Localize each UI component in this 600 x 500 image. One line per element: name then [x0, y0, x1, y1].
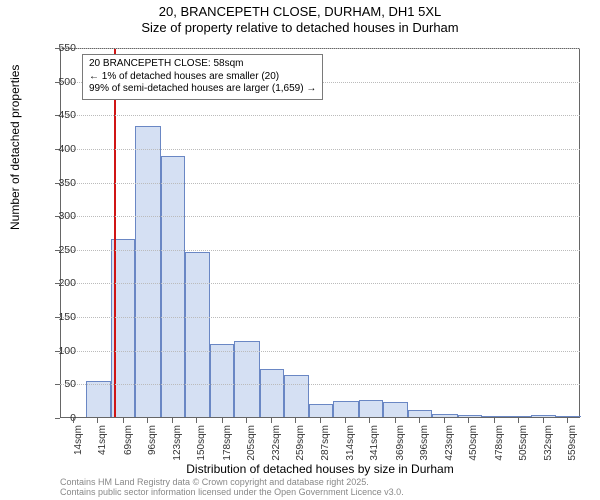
histogram-bar: [432, 414, 457, 417]
x-tick-label: 450sqm: [468, 425, 479, 465]
y-tick-label: 250: [44, 244, 76, 256]
y-tick-label: 550: [44, 42, 76, 54]
y-axis-label: Number of detached properties: [8, 65, 22, 230]
x-tick-mark: [543, 418, 544, 423]
x-tick-mark: [567, 418, 568, 423]
x-tick-mark: [320, 418, 321, 423]
x-tick-label: 232sqm: [271, 425, 282, 465]
histogram-bar: [507, 416, 532, 417]
gridline: [60, 317, 580, 318]
x-tick-label: 69sqm: [123, 425, 134, 465]
x-tick-label: 369sqm: [395, 425, 406, 465]
x-tick-mark: [222, 418, 223, 423]
histogram-bar: [482, 416, 507, 417]
x-tick-mark: [246, 418, 247, 423]
gridline: [60, 216, 580, 217]
y-tick-label: 450: [44, 109, 76, 121]
x-tick-mark: [196, 418, 197, 423]
x-tick-mark: [123, 418, 124, 423]
y-tick-label: 400: [44, 143, 76, 155]
gridline: [60, 115, 580, 116]
x-tick-label: 150sqm: [196, 425, 207, 465]
footer-attribution: Contains HM Land Registry data © Crown c…: [60, 478, 404, 498]
annotation-line-1: 20 BRANCEPETH CLOSE: 58sqm: [89, 58, 316, 71]
gridline: [60, 149, 580, 150]
title-line-1: 20, BRANCEPETH CLOSE, DURHAM, DH1 5XL: [0, 4, 600, 20]
histogram-bar: [185, 252, 210, 417]
histogram-bar: [161, 156, 186, 417]
x-tick-mark: [444, 418, 445, 423]
gridline: [60, 250, 580, 251]
y-tick-label: 350: [44, 177, 76, 189]
histogram-bar: [234, 341, 259, 417]
x-tick-label: 423sqm: [444, 425, 455, 465]
x-tick-label: 259sqm: [295, 425, 306, 465]
y-tick-label: 0: [44, 412, 76, 424]
title-line-2: Size of property relative to detached ho…: [0, 20, 600, 36]
histogram-plot-area: [60, 48, 580, 418]
gridline: [60, 48, 580, 49]
histogram-bar: [210, 344, 235, 417]
annotation-line-3: 99% of semi-detached houses are larger (…: [89, 83, 316, 96]
x-tick-mark: [518, 418, 519, 423]
x-tick-mark: [271, 418, 272, 423]
x-tick-label: 96sqm: [147, 425, 158, 465]
histogram-bar: [135, 126, 160, 417]
x-tick-label: 314sqm: [345, 425, 356, 465]
x-tick-mark: [419, 418, 420, 423]
histogram-bar: [86, 381, 111, 417]
x-tick-mark: [97, 418, 98, 423]
x-tick-mark: [295, 418, 296, 423]
y-tick-label: 50: [44, 378, 76, 390]
x-tick-label: 505sqm: [518, 425, 529, 465]
histogram-bar: [284, 375, 309, 417]
x-tick-label: 341sqm: [369, 425, 380, 465]
x-tick-mark: [147, 418, 148, 423]
y-tick-label: 200: [44, 277, 76, 289]
x-tick-label: 178sqm: [222, 425, 233, 465]
histogram-bar: [458, 415, 483, 417]
annotation-line-2: ← 1% of detached houses are smaller (20): [89, 71, 316, 84]
x-tick-mark: [73, 418, 74, 423]
histogram-bar: [408, 410, 433, 417]
histogram-bar: [260, 369, 285, 417]
x-tick-label: 396sqm: [419, 425, 430, 465]
y-tick-label: 300: [44, 210, 76, 222]
x-tick-label: 287sqm: [320, 425, 331, 465]
x-tick-mark: [172, 418, 173, 423]
histogram-bar: [383, 402, 408, 417]
x-tick-mark: [369, 418, 370, 423]
x-tick-label: 205sqm: [246, 425, 257, 465]
x-tick-label: 532sqm: [543, 425, 554, 465]
x-tick-label: 559sqm: [567, 425, 578, 465]
histogram-bar: [333, 401, 358, 417]
gridline: [60, 384, 580, 385]
footer-line-2: Contains public sector information licen…: [60, 488, 404, 498]
gridline: [60, 183, 580, 184]
x-tick-mark: [494, 418, 495, 423]
x-tick-label: 478sqm: [494, 425, 505, 465]
annotation-box: 20 BRANCEPETH CLOSE: 58sqm ← 1% of detac…: [82, 54, 323, 100]
x-tick-mark: [345, 418, 346, 423]
y-tick-label: 150: [44, 311, 76, 323]
x-tick-mark: [395, 418, 396, 423]
y-tick-label: 100: [44, 345, 76, 357]
histogram-bar: [359, 400, 384, 417]
x-tick-label: 123sqm: [172, 425, 183, 465]
gridline: [60, 351, 580, 352]
histogram-bar: [531, 415, 556, 417]
reference-line: [114, 49, 116, 417]
x-tick-label: 41sqm: [97, 425, 108, 465]
y-tick-label: 500: [44, 76, 76, 88]
gridline: [60, 283, 580, 284]
histogram-bar: [309, 404, 334, 417]
histogram-bar: [556, 416, 581, 417]
x-tick-mark: [468, 418, 469, 423]
x-tick-label: 14sqm: [73, 425, 84, 465]
